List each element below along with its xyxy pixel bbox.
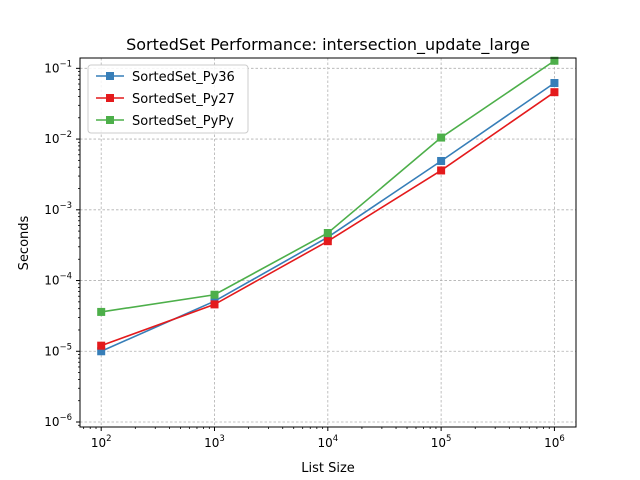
legend-swatch-marker-sortedset-py27 (106, 94, 114, 102)
data-point-sortedset-py36 (550, 79, 559, 88)
y-tick-label: 10−6 (44, 413, 72, 429)
x-tick-label: 104 (317, 434, 338, 450)
data-point-sortedset-pypy (323, 228, 332, 237)
axis-ticks: 102 103 104 105 106 10−6 10−5 10−4 10−3 10−2 10−1 (44, 59, 565, 450)
legend-swatch-marker-sortedset-py36 (106, 72, 114, 80)
legend-box (87, 64, 249, 134)
data-point-sortedset-py27 (323, 237, 332, 246)
x-axis-label: List Size (301, 461, 355, 476)
y-tick-label: 10−2 (44, 130, 72, 146)
y-axis-label: Seconds (17, 215, 32, 270)
legend-label-sortedset-py36: SortedSet_Py36 (132, 70, 235, 85)
series-group (97, 56, 559, 356)
x-tick-label: 102 (91, 434, 112, 450)
data-point-sortedset-py27 (210, 300, 219, 309)
data-point-sortedset-py27 (550, 88, 559, 97)
legend: SortedSet_Py36 SortedSet_Py27 SortedSet_Py… (87, 64, 249, 134)
data-point-sortedset-pypy (550, 56, 559, 65)
y-tick-label: 10−1 (44, 59, 72, 75)
legend-label-sortedset-py27: SortedSet_Py27 (132, 92, 235, 107)
data-point-sortedset-pypy (210, 290, 219, 299)
x-tick-label: 106 (544, 434, 565, 450)
data-point-sortedset-py27 (97, 341, 106, 350)
data-point-sortedset-pypy (97, 307, 106, 316)
y-tick-label: 10−4 (44, 272, 72, 288)
legend-label-sortedset-pypy: SortedSet_PyPy (132, 114, 234, 129)
data-point-sortedset-py27 (437, 166, 446, 175)
x-tick-label: 105 (431, 434, 452, 450)
chart-title: SortedSet Performance: intersection_upda… (126, 35, 530, 55)
y-tick-label: 10−5 (44, 342, 72, 358)
data-point-sortedset-py36 (97, 347, 106, 356)
data-point-sortedset-py36 (437, 156, 446, 165)
x-tick-label: 103 (204, 434, 225, 450)
legend-swatch-marker-sortedset-pypy (106, 116, 114, 124)
y-tick-label: 10−3 (44, 201, 72, 217)
data-point-sortedset-pypy (437, 133, 446, 142)
